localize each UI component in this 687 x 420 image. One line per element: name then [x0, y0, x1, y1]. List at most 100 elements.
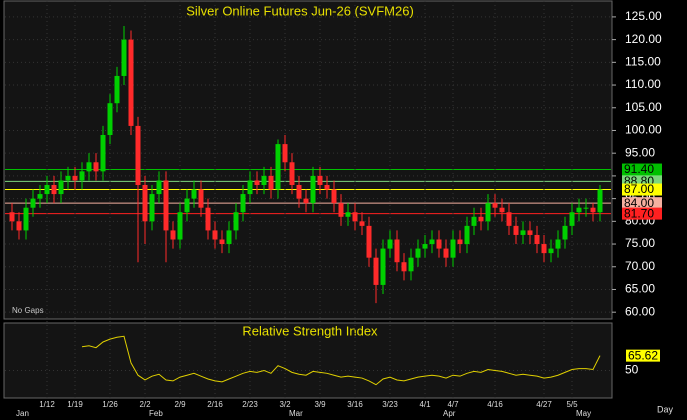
- candle-body: [282, 144, 288, 163]
- candle-body: [520, 230, 526, 235]
- price-panel: [3, 0, 613, 320]
- value-label-bg: [626, 349, 660, 362]
- x-tick-label: 3/23: [382, 400, 398, 409]
- candle-body: [541, 244, 547, 254]
- candle-body: [478, 216, 484, 222]
- x-tick-label: 3/2: [279, 400, 291, 409]
- candle-body: [247, 180, 253, 195]
- candle-body: [275, 144, 281, 190]
- period-label: Day: [657, 404, 674, 414]
- candle-body: [471, 216, 477, 226]
- candle-body: [93, 162, 99, 172]
- candle-body: [429, 239, 435, 245]
- candle-body: [436, 239, 442, 249]
- candle-body: [191, 189, 197, 199]
- y-tick-label: 115.00: [625, 55, 661, 69]
- y-tick-label: 75.00: [625, 236, 655, 250]
- candle-body: [100, 135, 106, 172]
- month-label: Jan: [16, 409, 29, 418]
- candle-body: [135, 125, 141, 185]
- level-label-bg: [622, 197, 662, 210]
- chart-title: Silver Online Futures Jun-26 (SVFM26): [186, 3, 414, 18]
- y-tick-label: 110.00: [625, 77, 661, 91]
- candle-body: [485, 203, 491, 222]
- candle-body: [58, 180, 64, 195]
- candle-body: [443, 248, 449, 258]
- y-tick-label: 125.00: [625, 9, 662, 23]
- candle-body: [254, 180, 260, 185]
- candle-body: [359, 221, 365, 226]
- candle-body: [366, 225, 372, 258]
- candle-body: [219, 239, 225, 245]
- candle-body: [289, 162, 295, 185]
- candle-body: [205, 207, 211, 231]
- rsi-title: Relative Strength Index: [242, 323, 378, 338]
- candle-body: [128, 39, 134, 126]
- level-label-bg: [622, 163, 662, 176]
- x-tick-label: 5/5: [566, 400, 578, 409]
- candle-body: [296, 184, 302, 199]
- candle-body: [212, 230, 218, 240]
- candle-body: [576, 207, 582, 213]
- candle-body: [114, 75, 120, 104]
- value-label: 65.62: [628, 348, 658, 362]
- candle-body: [149, 194, 155, 222]
- candle-body: [597, 189, 603, 213]
- x-tick-label: 2/23: [242, 400, 258, 409]
- candle-body: [492, 203, 498, 208]
- x-tick-label: 4/27: [536, 400, 552, 409]
- y-tick-label: 95.00: [625, 145, 655, 159]
- candle-body: [240, 194, 246, 213]
- candle-body: [464, 225, 470, 245]
- candle-body: [65, 175, 71, 181]
- candle-body: [16, 221, 22, 231]
- candle-body: [590, 207, 596, 213]
- candle-body: [310, 175, 316, 204]
- y-tick-label: 60.00: [625, 304, 655, 318]
- candle-body: [373, 257, 379, 285]
- candle-body: [380, 248, 386, 285]
- x-tick-label: 2/2: [139, 400, 151, 409]
- candle-body: [317, 175, 323, 185]
- rsi-panel: [3, 322, 613, 399]
- x-tick-label: 3/9: [314, 400, 326, 409]
- candle-body: [303, 198, 309, 204]
- candle-body: [226, 230, 232, 245]
- candle-body: [86, 162, 92, 172]
- candle-body: [352, 212, 358, 222]
- candle-body: [401, 262, 407, 272]
- level-label: 87.00: [624, 182, 654, 196]
- candle-body: [513, 225, 519, 235]
- note: No Gaps: [12, 306, 44, 315]
- x-tick-label: 4/1: [419, 400, 431, 409]
- candle-body: [107, 103, 113, 136]
- candle-body: [408, 257, 414, 272]
- candle-body: [345, 212, 351, 217]
- candle-body: [121, 39, 127, 76]
- candle-body: [51, 184, 57, 195]
- x-tick-label: 4/7: [447, 400, 459, 409]
- candle-body: [23, 207, 29, 231]
- x-tick-label: 1/26: [102, 400, 118, 409]
- candle-body: [184, 198, 190, 213]
- candle-body: [562, 225, 568, 240]
- x-tick-label: 2/9: [174, 400, 186, 409]
- y-tick-label: 105.00: [625, 100, 662, 114]
- candle-body: [72, 175, 78, 181]
- level-label-bg: [622, 207, 662, 220]
- month-label: May: [576, 409, 591, 418]
- candle-body: [527, 230, 533, 235]
- candle-body: [415, 248, 421, 258]
- candle-body: [338, 203, 344, 217]
- candle-body: [387, 239, 393, 249]
- month-label: Apr: [443, 409, 456, 418]
- candle-body: [9, 212, 15, 222]
- candle-body: [30, 198, 36, 208]
- month-label: Feb: [149, 409, 163, 418]
- candle-body: [156, 180, 162, 195]
- y-tick-label: 50: [625, 363, 639, 377]
- candle-body: [422, 244, 428, 249]
- candle-body: [170, 230, 176, 240]
- level-label-bg: [622, 183, 662, 196]
- candle-body: [450, 239, 456, 258]
